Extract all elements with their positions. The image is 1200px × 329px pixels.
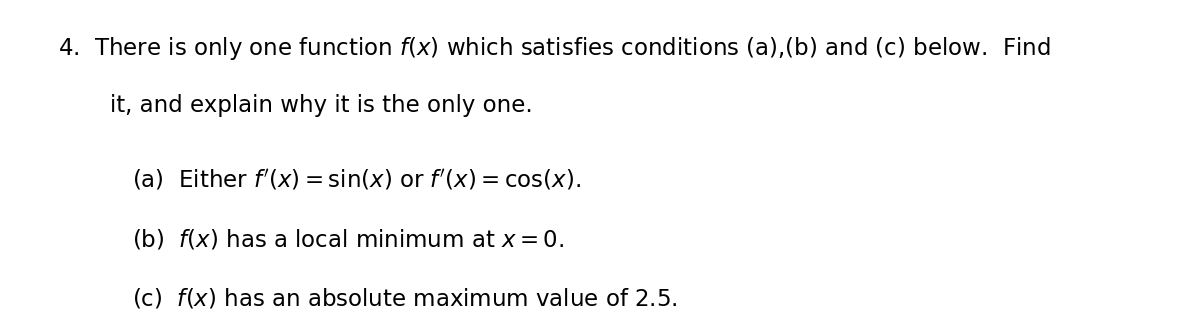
Text: (c)  $f(x)$ has an absolute maximum value of 2.5.: (c) $f(x)$ has an absolute maximum value… (132, 286, 678, 310)
Text: it, and explain why it is the only one.: it, and explain why it is the only one. (110, 94, 533, 117)
Text: (a)  Either $f'(x) = \sin(x)$ or $f'(x) = \cos(x)$.: (a) Either $f'(x) = \sin(x)$ or $f'(x) =… (132, 168, 581, 193)
Text: (b)  $f(x)$ has a local minimum at $x = 0$.: (b) $f(x)$ has a local minimum at $x = 0… (132, 227, 564, 251)
Text: 4.  There is only one function $f(x)$ which satisfies conditions (a),(b) and (c): 4. There is only one function $f(x)$ whi… (58, 35, 1050, 62)
